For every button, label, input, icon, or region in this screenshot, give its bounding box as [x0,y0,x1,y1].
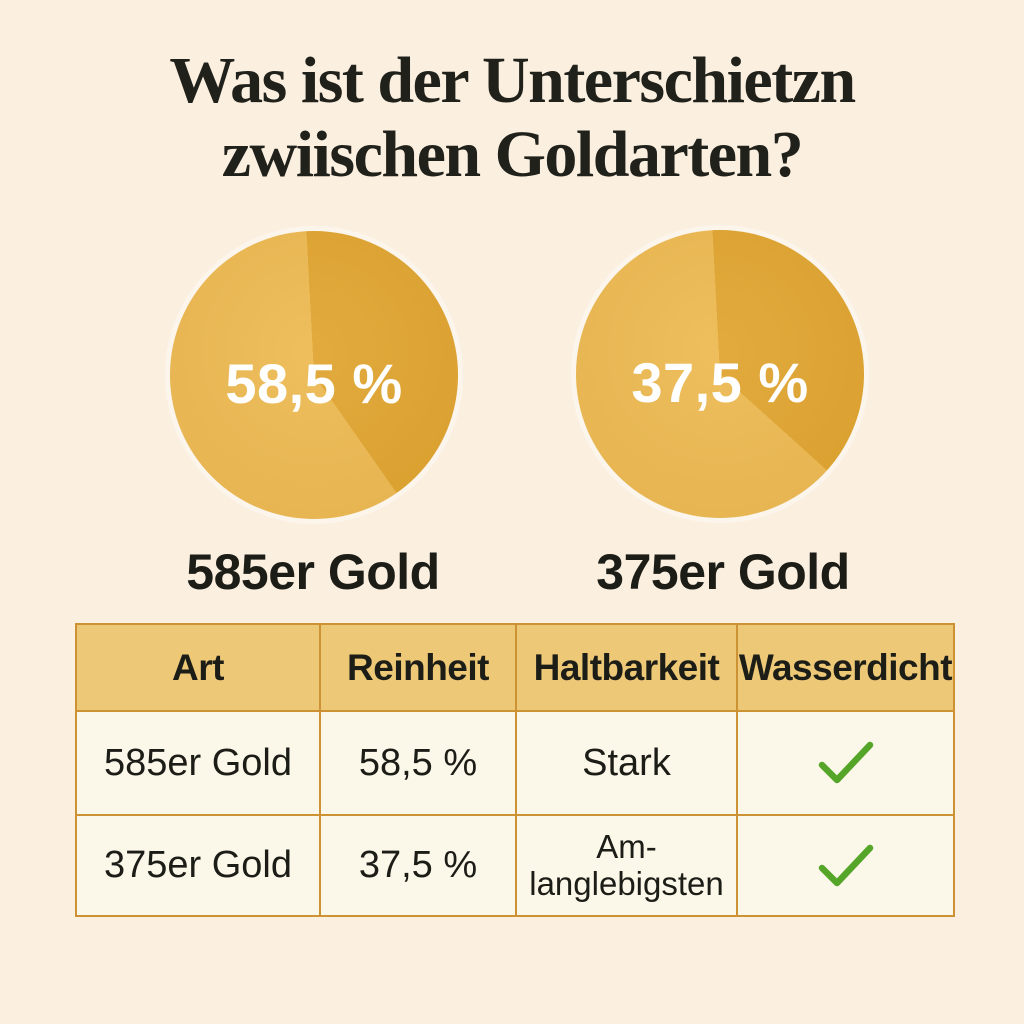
pie-chart-585er-gold: 58,5 % [170,231,458,519]
table-cell-reinheit-375: 37,5 % [321,816,515,915]
pie-caption-375er-gold: 375er Gold [596,544,850,600]
title-line-2: zwiischen Goldarten? [221,118,804,191]
check-icon [738,712,953,814]
pie-value-label: 58,5 % [225,351,403,415]
table-cell-art-375: 375er Gold [77,816,319,915]
pie-caption-585er-gold: 585er Gold [186,544,440,600]
title-line-1: Was ist der Unterschietzn [169,44,856,117]
page-title: Was ist der Unterschietzn zwiischen Gold… [0,44,1024,192]
table-header-haltbarkeit: Haltbarkeit [517,625,736,710]
table-cell-haltbarkeit-585: Stark [517,712,736,814]
table-cell-haltbarkeit-375: Am- langlebigsten [517,816,736,915]
comparison-table: Art Reinheit Haltbarkeit Wasserdicht 585… [75,623,955,917]
table-cell-reinheit-585: 58,5 % [321,712,515,814]
pie-chart-375er-gold: 37,5 % [576,230,864,518]
pie-value-label: 37,5 % [631,350,809,414]
table-cell-art-585: 585er Gold [77,712,319,814]
check-icon [738,816,953,915]
table-header-art: Art [77,625,319,710]
table-header-wasserdicht: Wasserdicht [738,625,953,710]
table-header-reinheit: Reinheit [321,625,515,710]
